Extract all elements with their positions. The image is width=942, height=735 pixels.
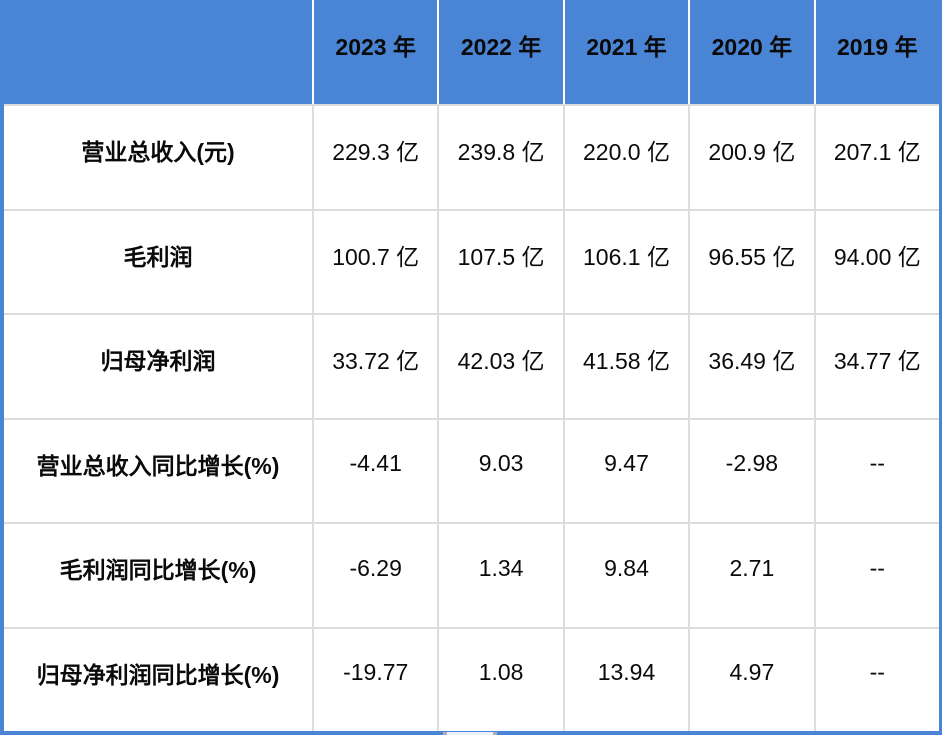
table-cell: 2.71 <box>688 522 814 627</box>
year-header-2019: 2019 年 <box>813 0 939 104</box>
table-cell: -- <box>813 626 939 731</box>
table-cell: 1.08 <box>437 626 563 731</box>
table-cell: -4.41 <box>312 417 438 522</box>
table-cell: 96.55 亿 <box>688 208 814 313</box>
table-cell: 207.1 亿 <box>813 104 939 209</box>
cropped-element-fragment <box>443 732 497 735</box>
table-cell: 100.7 亿 <box>312 208 438 313</box>
row-label-net-profit: 归母净利润 <box>4 313 312 418</box>
table-cell: -- <box>813 417 939 522</box>
table-cell: 239.8 亿 <box>437 104 563 209</box>
table-cell: 33.72 亿 <box>312 313 438 418</box>
table-cell: 36.49 亿 <box>688 313 814 418</box>
table-cell: -19.77 <box>312 626 438 731</box>
year-header-2023: 2023 年 <box>312 0 438 104</box>
table-corner-cell <box>4 0 312 104</box>
year-header-2022: 2022 年 <box>437 0 563 104</box>
table-cell: 4.97 <box>688 626 814 731</box>
year-header-2020: 2020 年 <box>688 0 814 104</box>
table-cell: -2.98 <box>688 417 814 522</box>
table-cell: 34.77 亿 <box>813 313 939 418</box>
year-header-2021: 2021 年 <box>562 0 689 104</box>
table-cell: 94.00 亿 <box>813 208 939 313</box>
row-label-net-profit-yoy: 归母净利润同比增长(%) <box>4 626 312 731</box>
table-cell: 229.3 亿 <box>312 104 438 209</box>
table-cell: 9.84 <box>562 522 689 627</box>
row-label-revenue-yoy: 营业总收入同比增长(%) <box>4 417 312 522</box>
table-cell: -6.29 <box>312 522 438 627</box>
table-cell: 42.03 亿 <box>437 313 563 418</box>
row-label-gross-profit-yoy: 毛利润同比增长(%) <box>4 522 312 627</box>
fragment-mark-right <box>493 732 497 735</box>
table-cell: 220.0 亿 <box>562 104 689 209</box>
table-cell: 9.03 <box>437 417 563 522</box>
table-cell: 9.47 <box>562 417 689 522</box>
table-cell: -- <box>813 522 939 627</box>
table-cell: 106.1 亿 <box>562 208 689 313</box>
row-label-total-revenue: 营业总收入(元) <box>4 104 312 209</box>
table-cell: 107.5 亿 <box>437 208 563 313</box>
table-cell: 1.34 <box>437 522 563 627</box>
table-cell: 13.94 <box>562 626 689 731</box>
row-label-gross-profit: 毛利润 <box>4 208 312 313</box>
table-cell: 41.58 亿 <box>562 313 689 418</box>
table-cell: 200.9 亿 <box>688 104 814 209</box>
fragment-mark-left <box>443 732 447 735</box>
